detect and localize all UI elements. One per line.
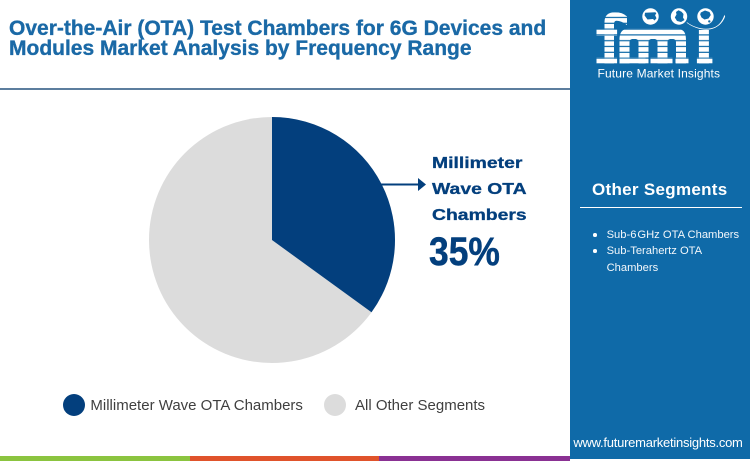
svg-text:Future Market Insights: Future Market Insights xyxy=(598,67,721,81)
